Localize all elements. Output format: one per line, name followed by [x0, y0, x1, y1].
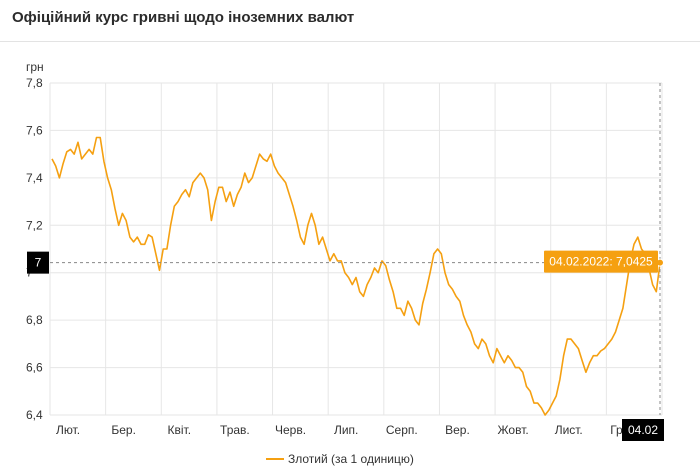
page-header: Офіційний курс гривні щодо іноземних вал…: [0, 0, 700, 42]
y-tick-label: 7,6: [26, 123, 43, 137]
legend-label[interactable]: Злотий (за 1 одиницю): [288, 452, 414, 466]
page-title: Офіційний курс гривні щодо іноземних вал…: [12, 9, 355, 26]
y-axis-unit-label: грн: [26, 60, 44, 74]
series-layer: [51, 136, 661, 416]
y-tick-label: 6,8: [26, 313, 43, 327]
series-line-zloty[interactable]: [51, 136, 661, 416]
y-tick-label: 6,4: [26, 408, 43, 422]
x-tick-label: Лип.: [334, 423, 358, 437]
x-tick-label: Лист.: [555, 423, 583, 437]
crosshair-x-label-box: [622, 419, 664, 441]
y-tick-label: 7,2: [26, 218, 43, 232]
tooltip: 04.02.2022: 7,0425: [544, 250, 658, 273]
crosshair-y-label: 7: [35, 256, 42, 270]
y-tick-label: 6,6: [26, 361, 43, 375]
y-tick-label: 7,8: [26, 76, 43, 90]
tooltip-text: 04.02.2022: 7,0425: [549, 255, 653, 269]
crosshair-x-label: 04.02: [628, 423, 658, 437]
chart-grid: [49, 82, 663, 416]
chart-legend[interactable]: Злотий (за 1 одиницю): [266, 452, 414, 466]
x-tick-label: Трав.: [220, 423, 250, 437]
y-axis: 7,8 7,6 7,4 7,2 7 6,8 6,6 6,4: [26, 76, 43, 422]
tooltip-box: [544, 250, 658, 273]
x-tick-label: Квіт.: [168, 423, 192, 437]
x-tick-label: Черв.: [275, 423, 306, 437]
x-tick-label: Лют.: [56, 423, 80, 437]
y-tick-label: 7,4: [26, 171, 43, 185]
x-tick-label: Бер.: [111, 423, 136, 437]
x-tick-label: Вер.: [445, 423, 470, 437]
x-axis: Лют. Бер. Квіт. Трав. Черв. Лип. Серп. Вер. Жовт…: [56, 423, 639, 437]
x-tick-label: Жовт.: [497, 423, 528, 437]
x-tick-label: Серп.: [386, 423, 418, 437]
crosshair: 7 04.02: [27, 83, 664, 441]
crosshair-y-label-box: [27, 251, 49, 274]
